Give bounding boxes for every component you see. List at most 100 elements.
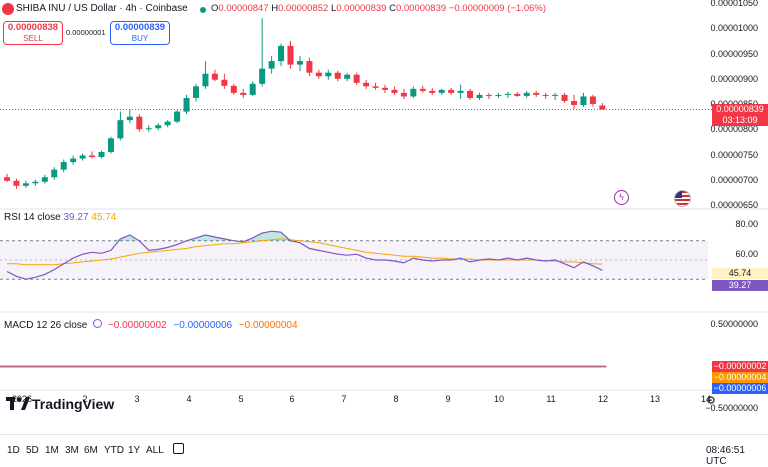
candle-body [32, 181, 39, 184]
tradingview-wordmark: TradingView [32, 396, 115, 412]
candle-body [136, 116, 143, 130]
buy-price: 0.00000839 [114, 22, 166, 33]
range-ytd[interactable]: YTD [104, 445, 124, 456]
time-axis-label: 6 [289, 394, 295, 404]
candle-body [561, 94, 568, 101]
rsi-value: 39.27 [63, 212, 89, 223]
close-value: 0.00000839 [395, 3, 447, 14]
range-1m[interactable]: 1M [45, 445, 59, 456]
candle-body [571, 100, 577, 106]
candle-body [230, 85, 237, 93]
candle-body [211, 73, 218, 80]
candle-body [391, 89, 398, 93]
range-1y[interactable]: 1Y [128, 445, 141, 456]
candle-body [221, 79, 228, 86]
rsi-overbought-fill [271, 231, 282, 241]
candle-body [514, 93, 521, 96]
candle-body [372, 86, 379, 88]
rsi-overbought-fill [205, 235, 215, 241]
candle-body [268, 61, 275, 69]
macd-signal-value: −0.00000004 [238, 320, 298, 331]
candle-body [533, 92, 540, 95]
high-label: H [271, 3, 279, 14]
candle-body [448, 89, 455, 93]
candle-body [344, 74, 351, 79]
time-axis-label: 10 [493, 394, 504, 404]
rsi-line [6, 230, 603, 280]
symbol-title[interactable]: SHIBA INU / US Dollar · 4h · Coinbase [16, 3, 188, 14]
candle-body [249, 83, 256, 95]
candle-body [278, 45, 285, 62]
candle-body [400, 92, 407, 97]
buy-button[interactable]: 0.00000839 BUY [110, 21, 170, 45]
macd-title: MACD 12 26 close [4, 320, 88, 331]
candle-body [495, 94, 502, 96]
candle-body [107, 138, 114, 152]
time-axis-label: 4 [186, 394, 192, 404]
bottom-toolbar: 1D 5D 1M 3M 6M YTD 1Y ALL 08:46:51 UTC [0, 434, 768, 467]
ohlc-values: O0.00000847 H0.00000852 L0.00000839 C0.0… [211, 3, 546, 14]
range-5d[interactable]: 5D [26, 445, 39, 456]
time-axis-label: 14 [700, 394, 711, 404]
open-label: O [211, 3, 219, 14]
candle-body [174, 111, 181, 122]
price-axis-label: 0.00000750 [710, 149, 758, 160]
time-axis-label: 8 [393, 394, 399, 404]
macd-axis-bottom: −0.50000000 [705, 403, 758, 413]
macd-eye-icon[interactable] [93, 319, 103, 328]
macd-line-tag: −0.00000006 [712, 383, 768, 394]
candle-body [476, 94, 483, 98]
price-axis-label: 0.00000950 [710, 48, 758, 59]
candle-body [98, 151, 105, 158]
rsi-overbought-fill [196, 235, 206, 241]
range-1d[interactable]: 1D [7, 445, 20, 456]
time-axis-label: 13 [649, 394, 660, 404]
utc-clock[interactable]: 08:46:51 UTC [706, 445, 745, 467]
lightning-icon[interactable]: ϟ [614, 190, 629, 205]
time-axis-label: 2 [82, 394, 88, 404]
gear-icon[interactable]: ⚙ [706, 395, 716, 407]
range-all[interactable]: ALL [146, 445, 164, 456]
candle-body [117, 120, 124, 139]
buy-label: BUY [131, 34, 149, 43]
candle-body [41, 177, 48, 182]
macd-hist-value: −0.00000002 [107, 320, 167, 331]
low-label: L [330, 3, 337, 14]
candle-body [419, 88, 426, 91]
low-value: 0.00000839 [336, 3, 387, 14]
candle-body [485, 94, 492, 96]
rsi-legend[interactable]: RSI 14 close 39.27 45.74 [4, 212, 116, 223]
high-value: 0.00000852 [278, 3, 329, 14]
candle-body [552, 94, 559, 96]
candle-countdown: 03:13:09 [722, 115, 758, 125]
macd-legend[interactable]: MACD 12 26 close −0.00000002 −0.00000006… [4, 319, 298, 331]
time-axis-label: 5 [238, 394, 244, 404]
candle-body [353, 74, 360, 83]
candle-body [79, 155, 86, 159]
spread-value: 0.00000001 [66, 28, 106, 37]
macd-axis-top: 0.50000000 [710, 319, 758, 329]
time-axis-label: 9 [445, 394, 451, 404]
close-label: C [389, 3, 396, 14]
candle-body [145, 128, 152, 130]
candle-body [183, 97, 190, 112]
rsi-ma-value: 45.74 [91, 212, 117, 223]
candle-body [193, 86, 199, 98]
calendar-range-icon[interactable] [173, 443, 184, 454]
current-price-value: 0.00000839 [716, 104, 764, 114]
candle-body [51, 169, 58, 178]
candle-body [164, 121, 171, 126]
tradingview-logo-icon [6, 397, 30, 410]
range-6m[interactable]: 6M [84, 445, 98, 456]
candle-body [22, 183, 29, 186]
macd-line-value: −0.00000006 [173, 320, 233, 331]
candle-body [4, 177, 10, 181]
time-axis-label: 11 [546, 394, 556, 404]
price-axis-label: 0.00000900 [710, 73, 758, 84]
sell-button[interactable]: 0.00000838 SELL [3, 21, 63, 45]
range-3m[interactable]: 3M [65, 445, 79, 456]
candle-body [155, 125, 162, 129]
flag-icon[interactable] [674, 190, 691, 207]
rsi-overbought-fill [252, 233, 263, 241]
